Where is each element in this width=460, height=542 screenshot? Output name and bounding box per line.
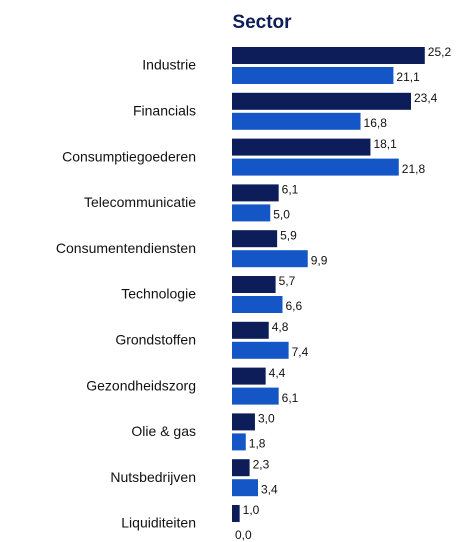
value-label: 23,4 bbox=[414, 91, 438, 105]
category-label: Grondstoffen bbox=[115, 332, 196, 348]
bar bbox=[232, 459, 250, 477]
value-label: 6,6 bbox=[285, 299, 302, 313]
value-label: 1,8 bbox=[249, 437, 266, 451]
value-label: 6,1 bbox=[282, 183, 299, 197]
bar bbox=[232, 204, 271, 222]
category-label: Telecommunicatie bbox=[84, 194, 196, 210]
value-label: 0,0 bbox=[235, 528, 252, 542]
bar bbox=[232, 433, 246, 451]
bar bbox=[232, 276, 276, 293]
category-label: Liquiditeiten bbox=[121, 515, 196, 531]
bar bbox=[232, 47, 425, 64]
value-label: 3,4 bbox=[261, 482, 278, 496]
category-label: Nutsbedrijven bbox=[110, 469, 196, 485]
bar bbox=[232, 505, 240, 522]
bar bbox=[232, 387, 279, 405]
value-label: 6,1 bbox=[282, 391, 299, 405]
bar bbox=[232, 67, 394, 84]
bar bbox=[232, 112, 361, 130]
value-label: 1,0 bbox=[243, 503, 260, 517]
bar bbox=[232, 341, 289, 359]
value-label: 4,8 bbox=[272, 320, 289, 334]
value-label: 21,1 bbox=[396, 70, 420, 84]
category-label: Consumentendiensten bbox=[56, 240, 196, 256]
category-label: Industrie bbox=[142, 57, 196, 73]
value-label: 7,4 bbox=[292, 345, 309, 359]
bar bbox=[232, 92, 412, 110]
bar bbox=[232, 479, 259, 497]
bar bbox=[232, 158, 399, 176]
bar bbox=[232, 413, 255, 431]
value-label: 18,1 bbox=[373, 137, 397, 151]
bar bbox=[232, 321, 269, 339]
value-label: 25,2 bbox=[428, 45, 452, 59]
value-label: 2,3 bbox=[253, 457, 270, 471]
bar bbox=[232, 230, 278, 248]
value-label: 5,7 bbox=[279, 274, 296, 288]
bar bbox=[232, 138, 371, 156]
value-label: 9,9 bbox=[311, 253, 328, 267]
value-label: 16,8 bbox=[364, 116, 388, 130]
value-label: 21,8 bbox=[402, 162, 426, 176]
category-label: Financials bbox=[133, 103, 196, 119]
category-label: Technologie bbox=[121, 286, 196, 302]
value-label: 5,9 bbox=[280, 228, 297, 242]
bar bbox=[232, 367, 266, 385]
category-label: Olie & gas bbox=[131, 423, 196, 439]
category-label: Gezondheidszorg bbox=[86, 377, 196, 393]
bar bbox=[232, 296, 283, 313]
value-label: 4,4 bbox=[269, 366, 286, 380]
chart-title: Sector bbox=[232, 12, 292, 33]
category-label: Consumptiegoederen bbox=[62, 148, 196, 164]
bar bbox=[232, 250, 308, 268]
value-label: 3,0 bbox=[258, 412, 275, 426]
value-label: 5,0 bbox=[273, 208, 290, 222]
bar bbox=[232, 184, 279, 202]
